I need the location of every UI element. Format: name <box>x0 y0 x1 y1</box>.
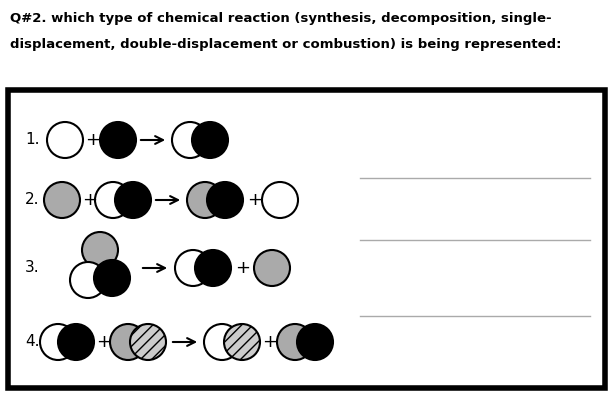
Circle shape <box>94 260 130 296</box>
Text: displacement, double-displacement or combustion) is being represented:: displacement, double-displacement or com… <box>10 38 562 51</box>
Circle shape <box>95 182 131 218</box>
Circle shape <box>115 182 151 218</box>
Circle shape <box>70 262 106 298</box>
Circle shape <box>277 324 313 360</box>
Circle shape <box>195 250 231 286</box>
Circle shape <box>110 324 146 360</box>
Circle shape <box>207 182 243 218</box>
Text: +: + <box>85 131 101 149</box>
Circle shape <box>224 324 260 360</box>
Text: Q#2. which type of chemical reaction (synthesis, decomposition, single-: Q#2. which type of chemical reaction (sy… <box>10 12 552 25</box>
Text: +: + <box>83 191 97 209</box>
Circle shape <box>82 232 118 268</box>
Circle shape <box>40 324 76 360</box>
Bar <box>8 90 605 388</box>
Circle shape <box>100 122 136 158</box>
Circle shape <box>187 182 223 218</box>
Circle shape <box>44 182 80 218</box>
Circle shape <box>172 122 208 158</box>
Circle shape <box>204 324 240 360</box>
Circle shape <box>58 324 94 360</box>
Circle shape <box>192 122 228 158</box>
Text: 2.: 2. <box>25 192 39 208</box>
Text: +: + <box>235 259 251 277</box>
Text: +: + <box>96 333 112 351</box>
Circle shape <box>130 324 166 360</box>
Text: +: + <box>248 191 262 209</box>
Text: 1.: 1. <box>25 133 39 147</box>
Circle shape <box>262 182 298 218</box>
Circle shape <box>175 250 211 286</box>
Circle shape <box>297 324 333 360</box>
Text: 3.: 3. <box>25 261 40 276</box>
Text: 4.: 4. <box>25 335 39 350</box>
Circle shape <box>254 250 290 286</box>
Circle shape <box>47 122 83 158</box>
Text: +: + <box>262 333 278 351</box>
